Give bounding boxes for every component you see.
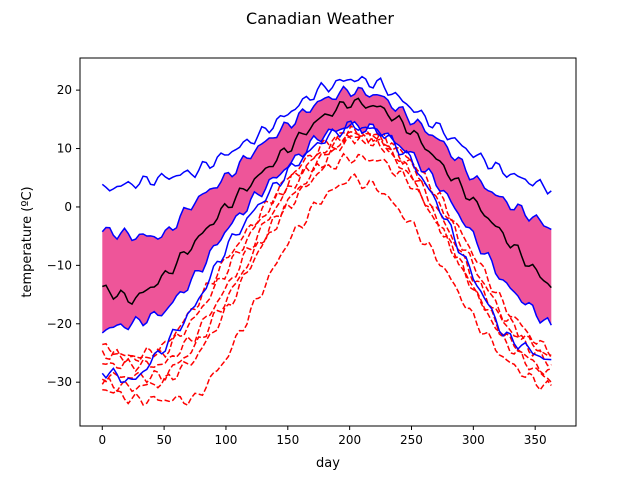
y-tick-label: 10 <box>57 142 72 156</box>
y-tick-label: −20 <box>47 317 72 331</box>
y-tick-label: 20 <box>57 83 72 97</box>
outlier-curve <box>102 173 552 407</box>
y-tick-label: −10 <box>47 258 72 272</box>
x-tick-label: 0 <box>98 433 106 447</box>
chart-title: Canadian Weather <box>246 9 394 28</box>
whisker-lower <box>101 120 552 383</box>
x-tick-label: 150 <box>276 433 299 447</box>
outlier-curve <box>102 128 552 363</box>
x-tick-label: 350 <box>524 433 547 447</box>
x-axis-label: day <box>316 456 340 471</box>
y-axis-label: temperature (ºC) <box>20 186 35 297</box>
outlier-curve <box>101 124 552 364</box>
x-tick-label: 200 <box>338 433 361 447</box>
y-tick-label: −30 <box>47 375 72 389</box>
x-tick-label: 300 <box>462 433 485 447</box>
outlier-curve <box>102 131 552 373</box>
x-tick-label: 100 <box>215 433 238 447</box>
envelope-upper-edge <box>101 85 552 242</box>
envelope-lower-edge <box>101 120 552 334</box>
median-curve <box>102 97 552 306</box>
x-tick-label: 250 <box>400 433 423 447</box>
outlier-curve <box>101 134 552 384</box>
axes-frame <box>79 57 577 427</box>
central-region-envelope <box>102 86 552 333</box>
outlier-curve <box>101 152 552 393</box>
x-tick-label: 50 <box>156 433 171 447</box>
whisker-upper <box>101 75 552 195</box>
y-tick-label: 0 <box>64 200 72 214</box>
